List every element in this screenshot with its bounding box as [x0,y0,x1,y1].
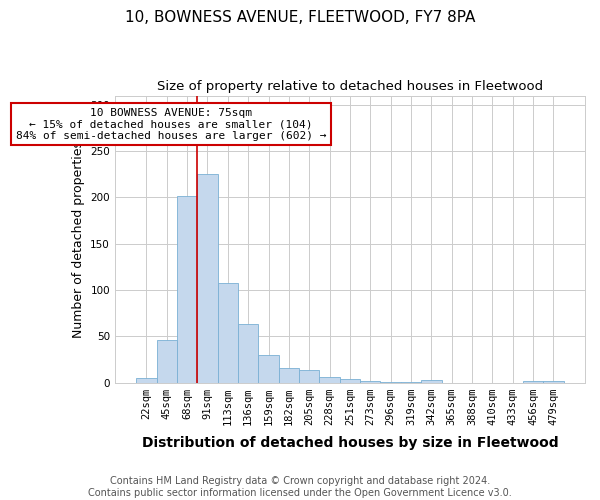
Bar [157,340,177,382]
Bar [360,380,380,382]
Y-axis label: Number of detached properties: Number of detached properties [72,140,85,338]
Bar [421,380,442,382]
Bar [136,378,157,382]
Bar [259,355,279,382]
Bar [299,370,319,382]
Bar [177,196,197,382]
Text: Contains HM Land Registry data © Crown copyright and database right 2024.
Contai: Contains HM Land Registry data © Crown c… [88,476,512,498]
Bar [340,379,360,382]
Bar [218,284,238,382]
Bar [543,380,563,382]
Bar [238,324,259,382]
Bar [279,368,299,382]
Bar [197,174,218,382]
Bar [319,377,340,382]
X-axis label: Distribution of detached houses by size in Fleetwood: Distribution of detached houses by size … [142,436,558,450]
Text: 10, BOWNESS AVENUE, FLEETWOOD, FY7 8PA: 10, BOWNESS AVENUE, FLEETWOOD, FY7 8PA [125,10,475,25]
Bar [523,380,543,382]
Text: 10 BOWNESS AVENUE: 75sqm
← 15% of detached houses are smaller (104)
84% of semi-: 10 BOWNESS AVENUE: 75sqm ← 15% of detach… [16,108,326,141]
Title: Size of property relative to detached houses in Fleetwood: Size of property relative to detached ho… [157,80,543,93]
